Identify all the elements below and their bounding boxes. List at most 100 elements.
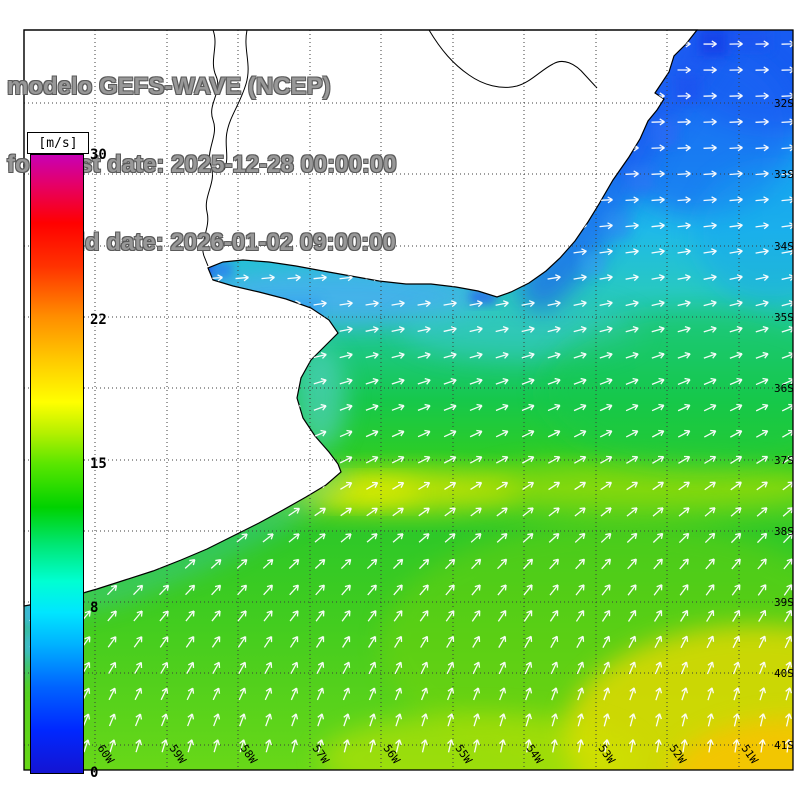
latitude-labels: 32S 33S 34S 35S 36S 37S 38S 39S 40S 41S [774,97,794,752]
wind-arrow [365,326,379,334]
wind-arrow [525,713,533,727]
wind-arrow [653,558,663,570]
wind-arrow [547,429,561,438]
wind-arrow [495,351,509,359]
wind-arrow [599,351,613,359]
wind-arrow [365,352,379,359]
wind-arrow [495,326,509,333]
wind-arrow [420,661,429,675]
wind-arrow [549,609,559,622]
wind-arrow [703,170,717,178]
wind-arrow [445,558,456,570]
wind-arrow [625,403,639,412]
wind-arrow [548,455,561,464]
wind-arrow [391,455,405,464]
wind-arrow [707,713,714,727]
wind-arrow [573,300,587,308]
wind-arrow [757,558,767,570]
wind-arrow [265,739,272,753]
wind-arrow [756,532,768,544]
wind-arrow [368,687,377,701]
wind-arrow [729,300,743,307]
wind-arrow [521,326,535,333]
wind-arrow [187,713,195,727]
wind-arrow [729,66,743,74]
wind-arrow [677,170,691,178]
wind-arrow [417,455,431,464]
wind-arrow [625,326,639,333]
wind-arrow [599,300,613,307]
wind-arrow [343,739,350,753]
wind-arrow [755,40,769,48]
wind-arrow [107,610,117,622]
wind-arrow [547,351,561,359]
wind-arrow [523,558,534,570]
wind-arrow [577,713,584,727]
wind-arrow [678,532,690,544]
laguna-merin-line [428,29,598,89]
wind-arrow [264,661,273,675]
wind-arrow [652,455,665,464]
wind-arrow [703,222,717,230]
wind-arrow [677,144,691,152]
wind-arrow [391,429,405,438]
wind-arrow [418,533,430,543]
wind-arrow [573,351,587,359]
wind-arrow [573,326,587,333]
wind-arrow [573,429,587,438]
wind-arrow [602,661,611,675]
wind-arrow [339,326,353,334]
wind-arrow [729,222,743,230]
wind-arrow [235,274,249,282]
wind-arrow [703,40,717,48]
wind-arrow [628,739,636,753]
wind-arrow [186,661,195,674]
wind-arrow [680,661,689,675]
wind-arrow [444,533,456,543]
wind-arrow [705,584,715,596]
wind-arrow [341,584,351,596]
wind-arrow [629,713,636,727]
wind-arrow [472,635,481,648]
wind-arrow [392,481,405,490]
wind-arrow [601,558,611,570]
wind-arrow [759,687,767,701]
wind-arrow [417,377,431,385]
wind-arrow [159,636,169,648]
wind-arrow [523,584,533,596]
wind-arrow [576,635,585,649]
wind-arrow [365,403,379,411]
wind-arrow [365,300,379,308]
wind-arrow [469,326,483,333]
wind-arrow [784,609,793,622]
wind-arrow [651,118,665,126]
model-grid-cell [728,30,770,50]
wind-arrow [521,403,535,412]
wind-arrow [313,300,327,308]
wind-arrow [600,455,613,464]
wind-arrow [654,739,662,753]
wind-arrow [651,196,665,204]
wind-arrow [445,584,455,596]
wind-arrow [291,739,298,753]
wind-arrow [521,351,535,359]
wind-arrow [599,196,613,204]
wind-arrow [82,687,91,701]
wind-arrow [651,403,665,412]
wind-arrow [290,661,299,675]
wind-arrow [756,455,769,464]
wind-arrow [602,635,611,649]
wind-arrow [550,739,558,753]
wind-arrow [755,248,769,256]
wind-arrow [602,739,610,753]
wind-arrow [703,196,717,204]
wind-arrow [599,377,613,385]
wind-arrow [784,739,792,753]
wind-arrow [263,584,274,596]
wind-arrow [391,352,405,359]
wind-arrow [576,661,585,675]
wind-arrow [369,713,377,727]
wind-arrow [651,274,665,282]
wind-arrow [339,300,353,308]
wind-arrow [729,351,743,359]
